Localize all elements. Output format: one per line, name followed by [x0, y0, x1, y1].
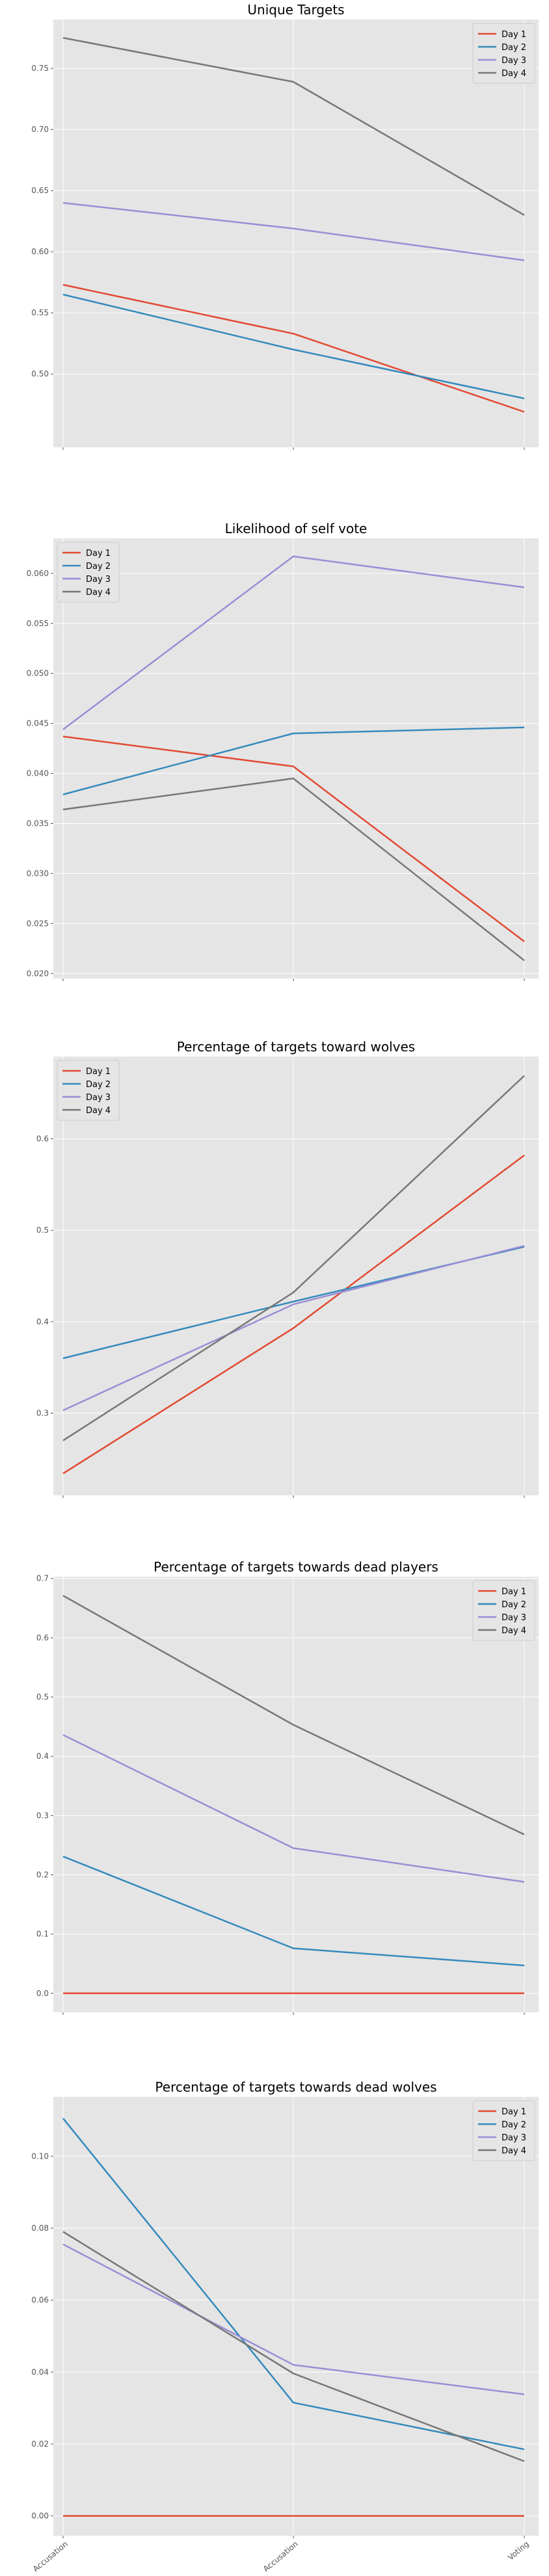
y-tick-label: 0.02 — [31, 2439, 49, 2449]
legend-label: Day 1 — [502, 2107, 526, 2117]
y-tick-label: 0.3 — [36, 1408, 49, 1417]
y-tick-label: 0.50 — [31, 369, 49, 378]
series-line-day-4 — [62, 778, 525, 962]
plot-area — [53, 20, 539, 447]
y-tick-label: 0.060 — [27, 569, 49, 578]
legend-label: Day 2 — [502, 2120, 526, 2130]
y-tick-label: 0.0 — [36, 1989, 49, 1998]
plot-area — [53, 538, 539, 979]
y-tick-label: 0.08 — [31, 2224, 49, 2233]
chart-5-percentage-of-targets-towards-dead-wolves: Accusation Accusation Voting 0.00 0.02 0.04 0.… — [31, 2079, 539, 2573]
chart-title: Percentage of targets towards dead wolve… — [155, 2079, 436, 2095]
plot-area — [53, 1057, 539, 1495]
legend-label: Day 1 — [502, 30, 526, 40]
plot-area — [53, 2097, 539, 2536]
chart-3-percentage-of-targets-toward-wolves: 0.3 0.4 0.5 0.6 Percentage of targets toward… — [36, 1039, 539, 1498]
legend-label: Day 3 — [86, 1093, 111, 1103]
y-tick-label: 0.020 — [27, 969, 49, 978]
y-tick-label: 0.04 — [31, 2367, 49, 2376]
series-line-day-2 — [62, 293, 525, 400]
legend-box — [472, 1580, 535, 1641]
chart-2-likelihood-of-self-vote: 0.020 0.025 0.030 0.035 0.040 0.045 0.050 0.055… — [27, 521, 539, 981]
y-tick-label: 0.10 — [31, 2151, 49, 2161]
y-tick-label: 0.7 — [36, 1574, 49, 1583]
x-tick-label: Accusation — [261, 2540, 300, 2574]
legend: Day 1 Day 2 Day 3 Day 4 — [57, 1060, 120, 1121]
legend-label: Day 4 — [502, 1626, 526, 1636]
series-line-day-3 — [62, 1734, 525, 1883]
series-line-day-4 — [62, 1075, 525, 1441]
series-line-day-3 — [62, 202, 525, 261]
legend-label: Day 4 — [502, 2146, 526, 2156]
y-tick-label: 0.055 — [27, 619, 49, 628]
y-tick-label: 0.050 — [27, 669, 49, 678]
y-tick-label: 0.035 — [27, 819, 49, 828]
series-line-day-4 — [62, 2231, 525, 2462]
legend-box — [57, 542, 120, 603]
y-tick-label: 0.70 — [31, 125, 49, 134]
series-line-day-3 — [62, 2243, 525, 2395]
y-tick-label: 0.030 — [27, 869, 49, 878]
series-line-day-1 — [62, 735, 525, 943]
legend-box — [57, 1060, 120, 1121]
y-tick-label: 0.5 — [36, 1226, 49, 1235]
x-tick-label: Voting — [506, 2540, 531, 2562]
chart-title: Percentage of targets towards dead playe… — [154, 1559, 438, 1575]
y-tick-label: 0.65 — [31, 186, 49, 195]
legend-label: Day 4 — [86, 588, 111, 598]
y-tick-label: 0.2 — [36, 1871, 49, 1880]
legend-label: Day 2 — [502, 43, 526, 53]
plot-area — [53, 1577, 539, 2012]
y-tick-label: 0.5 — [36, 1692, 49, 1702]
legend-label: Day 3 — [502, 2133, 526, 2143]
series-line-day-2 — [62, 726, 525, 796]
legend-label: Day 3 — [86, 575, 111, 585]
legend-label: Day 3 — [502, 56, 526, 66]
y-tick-label: 0.045 — [27, 719, 49, 728]
legend: Day 1 Day 2 Day 3 Day 4 — [472, 2100, 535, 2161]
x-tick-label: Accusation — [31, 2540, 70, 2574]
y-tick-label: 0.4 — [36, 1752, 49, 1761]
y-tick-label: 0.55 — [31, 308, 49, 317]
series-line-day-4 — [62, 36, 525, 216]
legend-label: Day 1 — [502, 1587, 526, 1597]
legend-box — [472, 23, 535, 84]
y-tick-label: 0.6 — [36, 1135, 49, 1144]
series-line-day-3 — [62, 555, 525, 730]
y-tick-label: 0.3 — [36, 1811, 49, 1820]
y-tick-label: 0.06 — [31, 2296, 49, 2305]
y-tick-label: 0.4 — [36, 1317, 49, 1326]
series-line-day-4 — [62, 1595, 525, 1835]
legend: Day 1 Day 2 Day 3 Day 4 — [472, 1580, 535, 1641]
legend-label: Day 4 — [86, 1106, 111, 1116]
chart-title: Unique Targets — [247, 2, 344, 18]
y-tick-label: 0.00 — [31, 2512, 49, 2521]
legend-label: Day 1 — [86, 549, 111, 559]
series-line-day-3 — [62, 1244, 525, 1412]
y-tick-label: 0.75 — [31, 64, 49, 73]
chart-1-unique-targets: 0.50 0.55 0.60 0.65 0.70 0.75 Unique Targets Da… — [31, 2, 539, 450]
legend: Day 1 Day 2 Day 3 Day 4 — [57, 542, 120, 603]
chart-4-percentage-of-targets-towards-dead-players: 0.0 0.1 0.2 0.3 0.4 0.5 0.6 0.7 Percentage of ta… — [36, 1559, 539, 2015]
y-tick-label: 0.6 — [36, 1633, 49, 1642]
legend: Day 1 Day 2 Day 3 Day 4 — [472, 23, 535, 84]
legend-label: Day 2 — [502, 1600, 526, 1610]
y-tick-label: 0.040 — [27, 769, 49, 778]
legend-label: Day 3 — [502, 1613, 526, 1623]
legend-label: Day 1 — [86, 1067, 111, 1077]
legend-box — [472, 2100, 535, 2161]
series-line-day-2 — [62, 2118, 525, 2451]
series-line-day-1 — [62, 1154, 525, 1475]
series-line-day-1 — [62, 283, 525, 413]
y-tick-label: 0.60 — [31, 247, 49, 256]
legend-label: Day 2 — [86, 1080, 111, 1090]
legend-label: Day 4 — [502, 69, 526, 79]
y-tick-label: 0.025 — [27, 919, 49, 928]
series-line-day-2 — [62, 1856, 525, 1967]
chart-title: Likelihood of self vote — [225, 521, 368, 536]
legend-label: Day 2 — [86, 562, 111, 572]
y-tick-label: 0.1 — [36, 1930, 49, 1939]
chart-title: Percentage of targets toward wolves — [177, 1039, 415, 1055]
